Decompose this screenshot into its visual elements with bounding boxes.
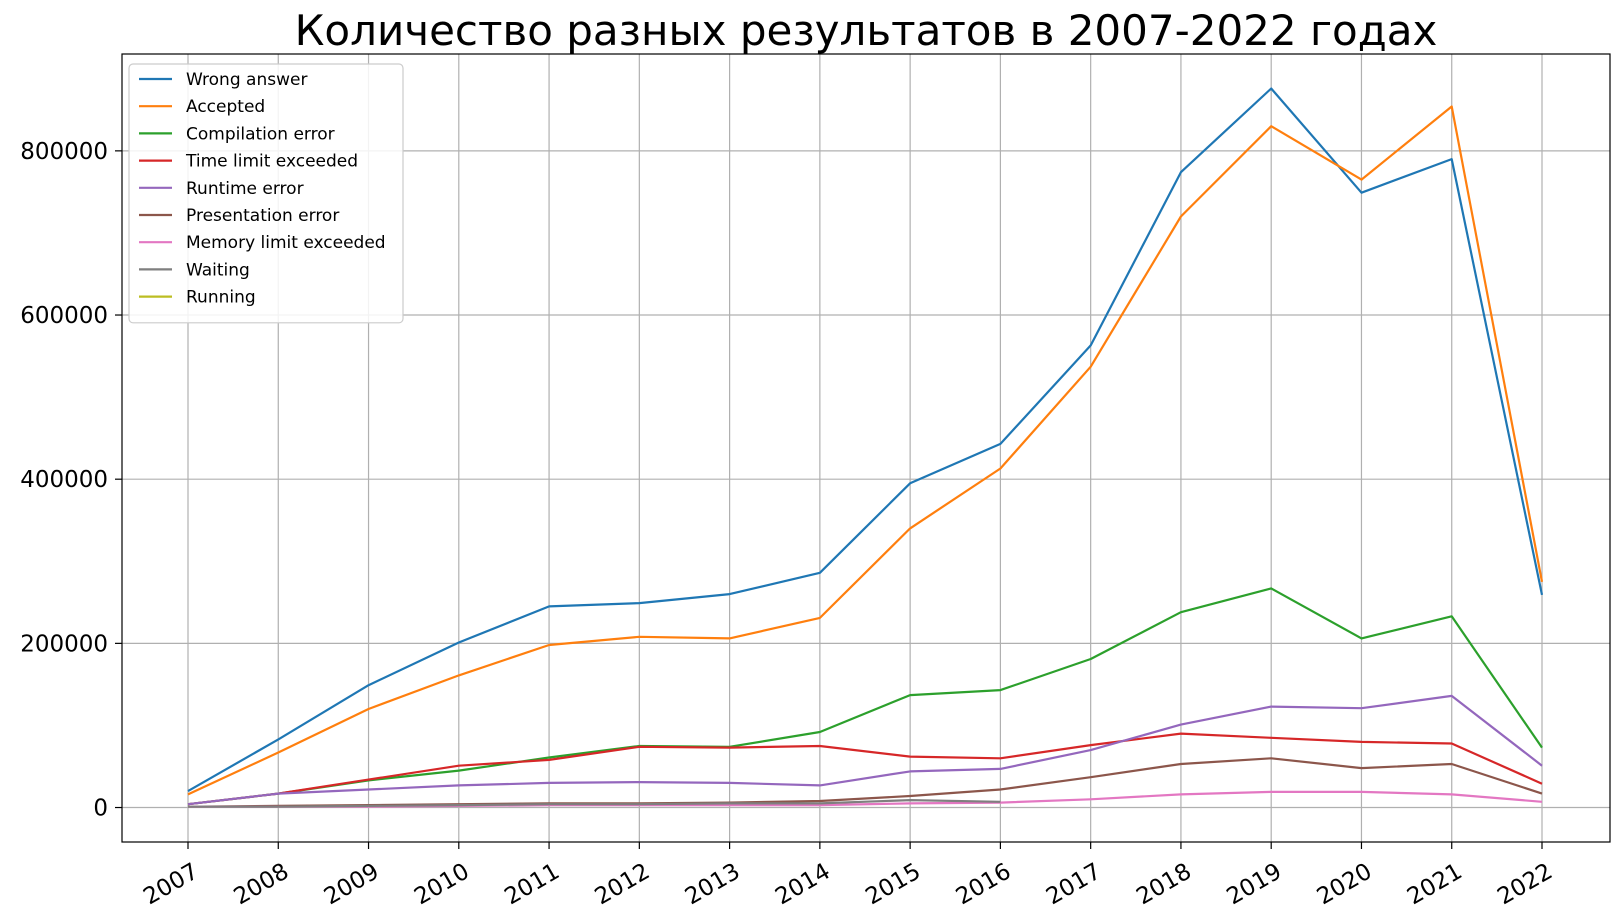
legend-label: Presentation error <box>186 206 339 226</box>
y-tick-label: 800000 <box>20 139 108 165</box>
series-line <box>187 694 1543 806</box>
series-line <box>187 87 1544 793</box>
chart-title: Количество разных результатов в 2007-202… <box>295 6 1438 55</box>
legend-label: Runtime error <box>186 179 304 199</box>
series-lines <box>187 87 1544 808</box>
series-line <box>187 587 1543 806</box>
y-tick-label: 600000 <box>20 303 108 329</box>
legend-label: Time limit exceeded <box>185 152 358 172</box>
legend-label: Compilation error <box>186 124 335 144</box>
plot-frame <box>121 53 1611 843</box>
legend-label: Running <box>186 288 256 308</box>
y-axis: 0 200000 400000 600000 800000 <box>20 139 122 822</box>
legend: Wrong answer Accepted Compilation error Tim… <box>128 63 404 324</box>
series-line <box>188 799 1001 808</box>
legend-box <box>128 63 404 324</box>
legend-label: Waiting <box>186 260 250 280</box>
y-tick-label: 400000 <box>20 467 108 493</box>
y-tick-label: 0 <box>93 796 108 822</box>
series-line <box>187 105 1544 796</box>
series-line <box>187 732 1543 806</box>
y-tick-label: 200000 <box>20 631 108 657</box>
legend-label: Accepted <box>186 97 265 117</box>
legend-label: Wrong answer <box>186 70 307 90</box>
legend-label: Memory limit exceeded <box>186 233 386 253</box>
